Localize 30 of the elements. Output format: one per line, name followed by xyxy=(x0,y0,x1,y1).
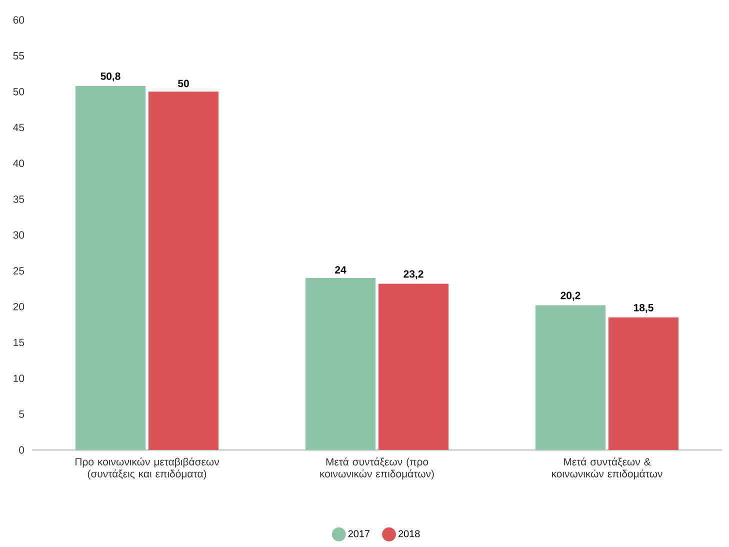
y-tick-label: 20 xyxy=(13,302,24,310)
y-tick-label: 25 xyxy=(13,267,24,275)
data-label: 50 xyxy=(178,80,189,88)
y-tick-label: 40 xyxy=(13,160,24,168)
x-tick-label: Προ κοινωνικών μεταβιβάσεων (συντάξεις και επιδόματα) xyxy=(76,458,219,480)
y-tick-label: 50 xyxy=(13,88,24,96)
data-label: 18,5 xyxy=(634,304,654,313)
bar xyxy=(378,284,449,450)
y-tick-label: 10 xyxy=(14,374,24,382)
y-tick-label: 45 xyxy=(13,124,24,132)
bar xyxy=(76,86,146,450)
data-label: 50,8 xyxy=(100,72,120,82)
x-tick-label: Μετά συντάξεων & κοινωνικών επιδομάτων xyxy=(552,458,662,480)
legend-label: 2018 xyxy=(398,530,420,538)
y-tick-label: 35 xyxy=(13,195,24,203)
y-tick-label: 5 xyxy=(19,410,24,418)
data-label: 20,2 xyxy=(560,292,580,301)
y-tick-label: 15 xyxy=(14,338,24,346)
x-tick-label: Μετά συντάξεων (προ κοινωνικών επιδομάτων) xyxy=(320,458,434,480)
legend-label: 2017 xyxy=(348,530,370,538)
bar xyxy=(536,305,606,450)
y-tick-label: 55 xyxy=(13,52,24,60)
bar xyxy=(148,92,219,450)
bar xyxy=(306,278,376,450)
data-label: 23,2 xyxy=(404,270,424,280)
y-tick-label: 0 xyxy=(19,446,24,454)
y-tick-label: 30 xyxy=(13,231,24,239)
y-tick-label: 60 xyxy=(13,16,24,24)
bar xyxy=(608,317,679,450)
data-label: 24 xyxy=(335,266,346,274)
